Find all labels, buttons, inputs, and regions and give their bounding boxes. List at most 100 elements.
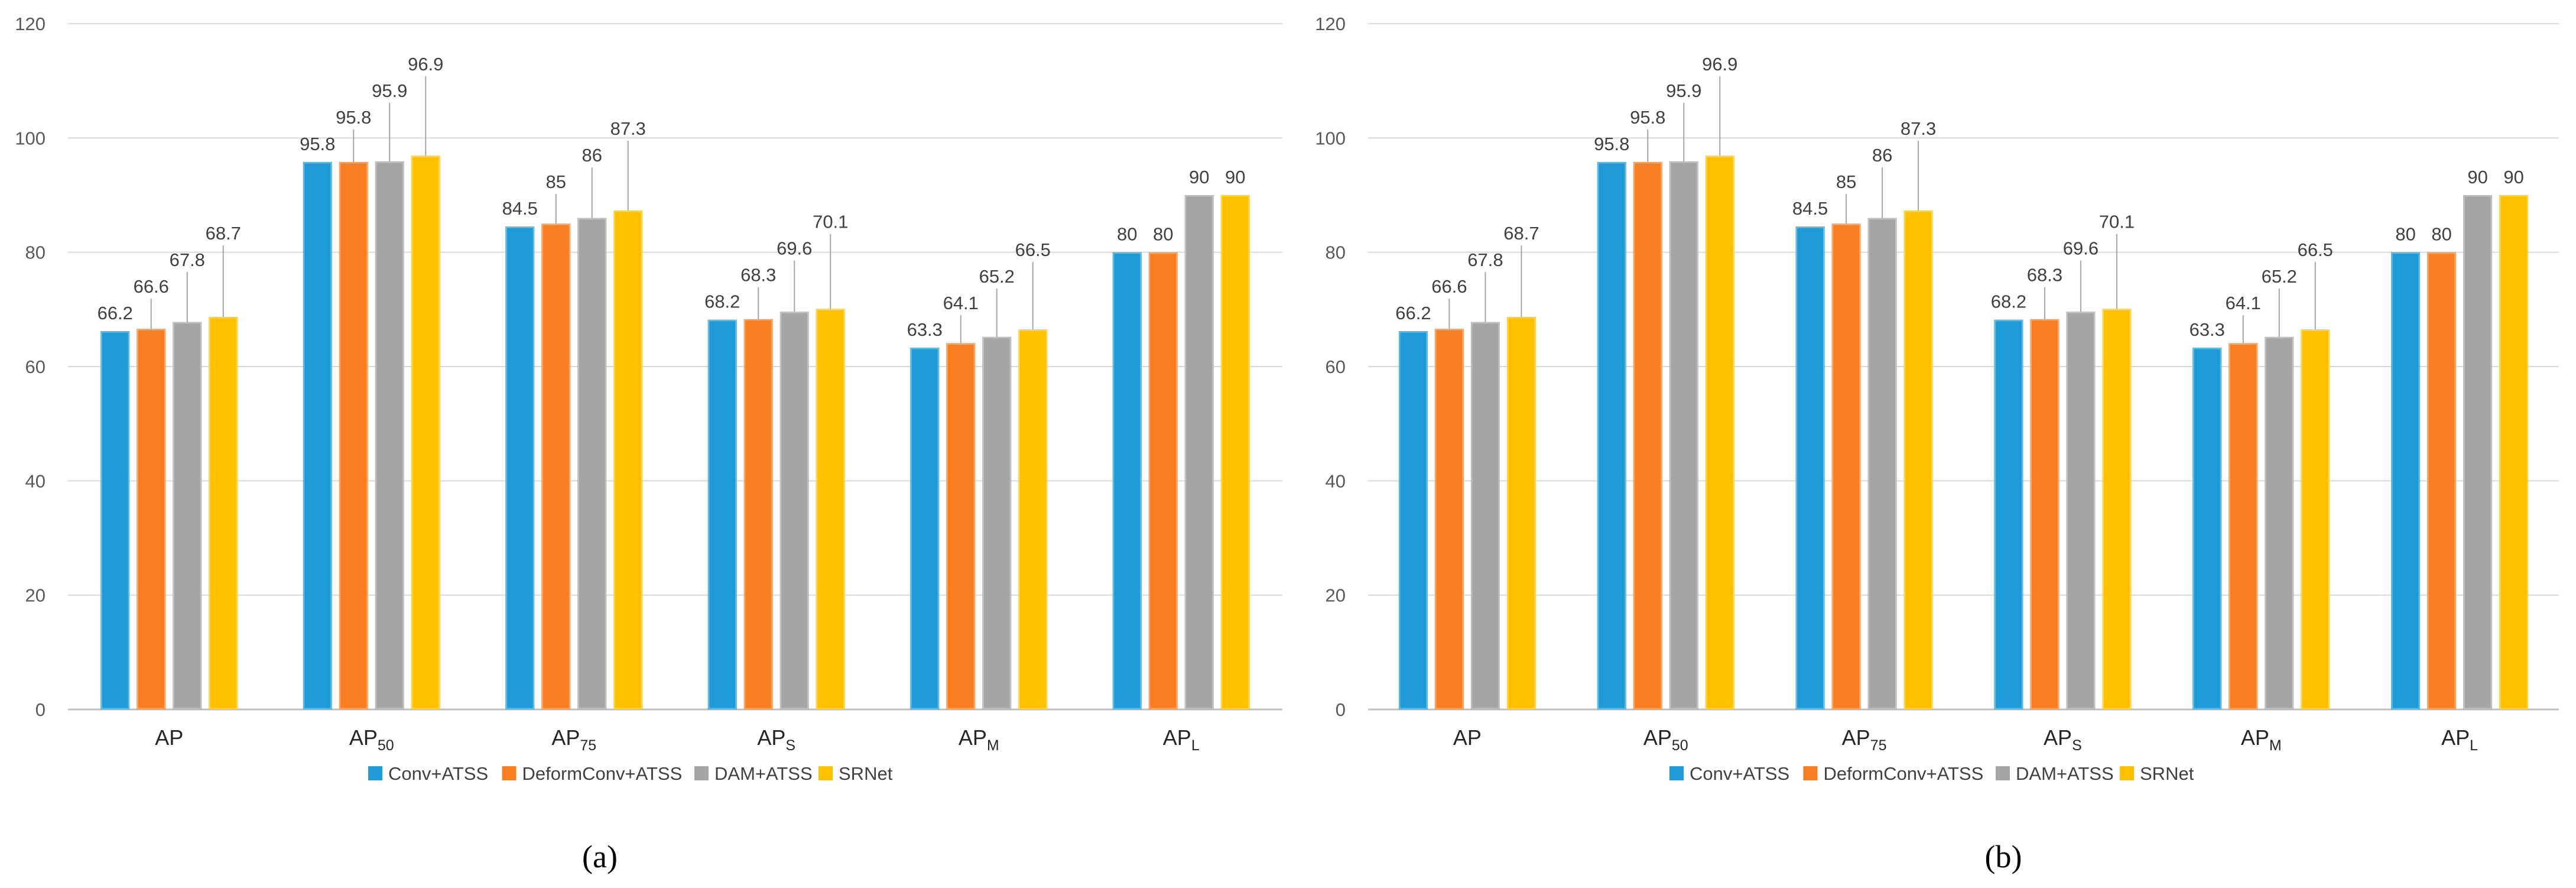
y-tick-label: 0: [1336, 699, 1346, 720]
bar-dam-atss: [982, 336, 1012, 709]
data-label: 70.1: [813, 212, 848, 232]
y-tick-label: 20: [1326, 585, 1346, 606]
bar-edge: [1113, 252, 1142, 709]
legend-swatch: [368, 766, 382, 780]
bar-edge: [339, 162, 368, 709]
y-tick-label: 120: [1315, 14, 1346, 34]
bar-edge: [1994, 320, 2023, 709]
y-tick-label: 120: [15, 14, 46, 34]
legend: Conv+ATSS DeformConv+ATSS DAM+ATSS SRNet: [1669, 763, 2194, 784]
data-label: 80: [2395, 224, 2415, 245]
data-label: 85: [1836, 171, 1856, 192]
data-label: 65.2: [2262, 266, 2297, 287]
bar-edge: [2102, 309, 2131, 709]
bar-edge: [1868, 218, 1897, 709]
data-label: 95.8: [300, 134, 335, 154]
legend-label: DeformConv+ATSS: [522, 763, 683, 784]
data-label: 86: [1872, 145, 1892, 166]
legend-swatch: [502, 766, 517, 780]
bar-dam-atss: [779, 312, 809, 709]
data-label: 66.2: [1395, 303, 1431, 323]
bar-dam-atss: [577, 218, 607, 710]
bar-srnet: [2499, 195, 2529, 709]
bar-edge: [2301, 329, 2330, 709]
data-label: 90: [1189, 167, 1209, 187]
legend-label: DAM+ATSS: [2016, 763, 2114, 784]
data-label: 87.3: [610, 118, 646, 139]
data-label: 85: [546, 171, 566, 192]
bar-edge: [1904, 210, 1933, 709]
bar-edge: [1669, 161, 1698, 709]
bar-dam-atss: [1184, 195, 1214, 709]
bar-edge: [541, 223, 570, 709]
data-label: 69.6: [777, 238, 812, 259]
bar-edge: [982, 337, 1011, 709]
y-tick-label: 100: [1315, 128, 1346, 148]
bar-edge: [1149, 252, 1178, 709]
x-tick-label: AP50: [349, 725, 394, 754]
bar-edge: [1633, 162, 1662, 709]
x-tick-label: APS: [757, 725, 795, 754]
bar-edge: [2463, 195, 2492, 709]
data-label: 69.6: [2063, 238, 2099, 259]
chart-panel-1: 02040608010012066.266.667.868.7AP95.895.…: [15, 14, 1282, 874]
bar-conv-atss: [707, 319, 737, 709]
bar-deformconv-atss: [1831, 223, 1861, 709]
bar-srnet: [1705, 155, 1734, 709]
data-label: 87.3: [1901, 118, 1936, 139]
bar-edge: [1221, 195, 1250, 709]
bar-srnet: [816, 309, 845, 709]
bar-dam-atss: [375, 161, 404, 709]
bar-conv-atss: [1597, 161, 1626, 709]
bar-edge: [708, 320, 737, 709]
bar-edge: [1706, 155, 1734, 709]
x-tick-label: AP75: [1842, 725, 1887, 754]
data-label: 68.7: [1503, 223, 1539, 244]
bar-srnet: [411, 155, 440, 709]
bar-edge: [613, 210, 642, 709]
bar-dam-atss: [173, 322, 202, 709]
data-label: 63.3: [907, 319, 943, 340]
bar-deformconv-atss: [743, 319, 773, 709]
bar-srnet: [1220, 195, 1250, 709]
data-label: 64.1: [2226, 293, 2261, 313]
data-label: 66.5: [1015, 239, 1051, 260]
bar-edge: [100, 331, 129, 709]
x-tick-label: AP50: [1643, 725, 1688, 754]
x-tick-label: AP75: [551, 725, 596, 754]
data-label: 84.5: [1792, 198, 1828, 219]
bar-edge: [1597, 162, 1626, 709]
bar-conv-atss: [505, 226, 535, 710]
bar-dam-atss: [2066, 312, 2096, 709]
bar-edge: [303, 162, 332, 709]
bar-deformconv-atss: [946, 343, 976, 709]
data-label: 63.3: [2190, 319, 2225, 340]
data-label: 95.9: [372, 80, 407, 101]
bar-conv-atss: [1994, 319, 2023, 709]
legend-label: Conv+ATSS: [1690, 763, 1789, 784]
bar-srnet: [1018, 329, 1048, 709]
bar-deformconv-atss: [339, 161, 368, 709]
bar-edge: [2391, 252, 2420, 709]
data-label: 96.9: [408, 54, 443, 74]
y-tick-label: 100: [15, 128, 46, 148]
bar-dam-atss: [2265, 336, 2294, 709]
bar-edge: [209, 317, 238, 709]
legend-swatch: [694, 766, 709, 780]
data-label: 90: [2503, 167, 2523, 187]
bar-edge: [577, 218, 606, 709]
x-tick-label: APL: [2441, 725, 2478, 754]
bar-deformconv-atss: [2427, 252, 2457, 710]
bar-edge: [946, 343, 975, 709]
bar-edge: [1018, 329, 1047, 709]
data-label: 86: [582, 145, 602, 166]
bar-edge: [375, 161, 404, 709]
legend-label: DeformConv+ATSS: [1824, 763, 1984, 784]
panel-label: (b): [1985, 839, 2022, 874]
bar-deformconv-atss: [1633, 161, 1662, 709]
y-tick-label: 60: [1326, 357, 1346, 377]
bar-deformconv-atss: [1434, 329, 1464, 709]
x-tick-label: AP: [155, 725, 183, 750]
bar-edge: [2229, 343, 2257, 709]
